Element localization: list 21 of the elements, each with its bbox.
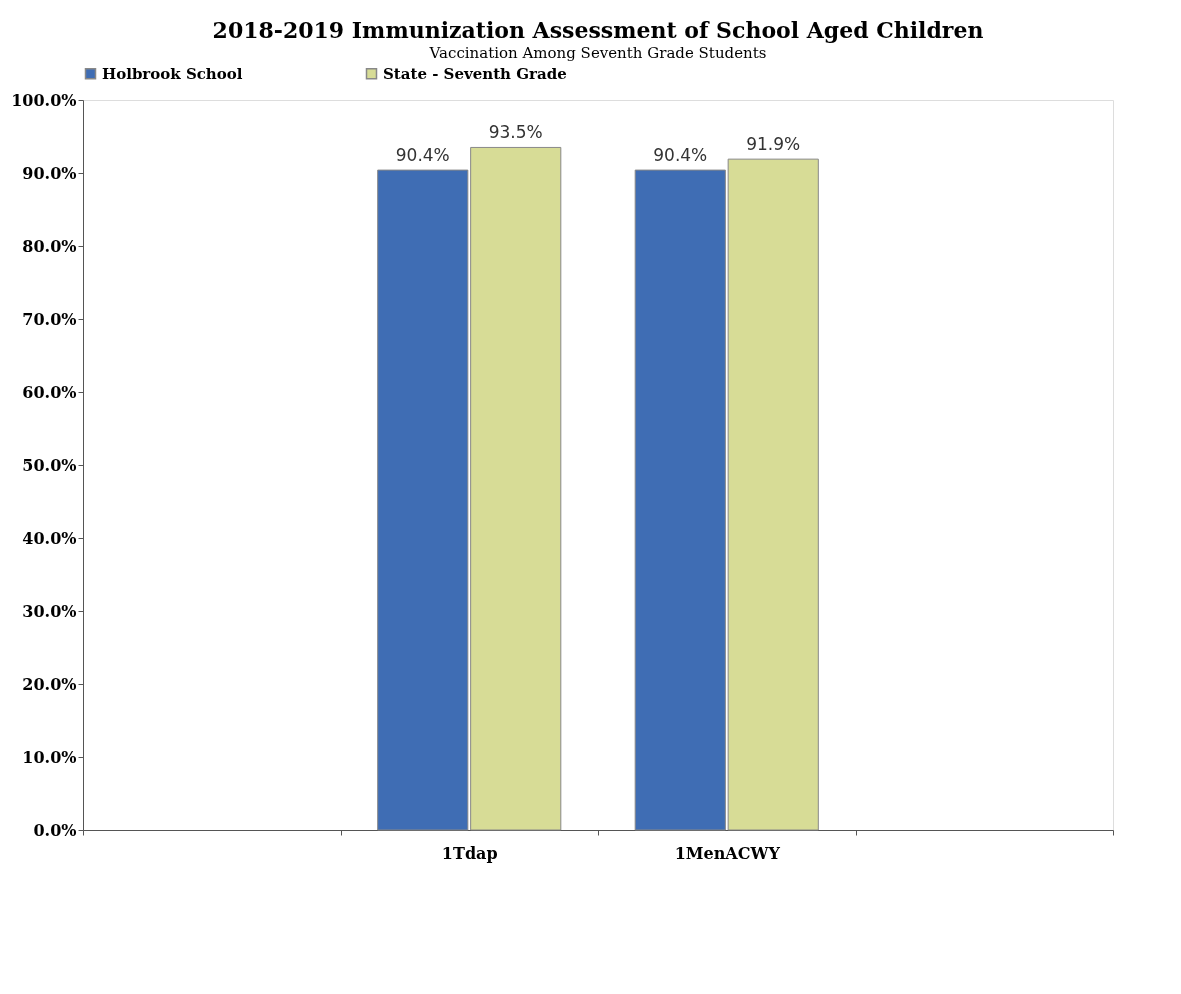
y-tick-label: 90.0% [22, 163, 77, 183]
y-tick-label: 40.0% [22, 528, 77, 548]
y-tick-label: 30.0% [22, 601, 77, 621]
y-tick-label: 100.0% [11, 90, 77, 110]
data-label: 93.5% [488, 122, 543, 143]
data-label: 90.4% [653, 145, 708, 166]
data-label: 90.4% [395, 145, 450, 166]
y-tick-label: 10.0% [22, 747, 77, 767]
y-tick-label: 50.0% [22, 455, 77, 475]
data-label: 91.9% [746, 134, 801, 155]
legend-label: Holbrook School [102, 64, 243, 83]
x-tick-label: 1Tdap [441, 843, 498, 863]
y-tick-label: 0.0% [33, 820, 77, 840]
chart-subtitle: Vaccination Among Seventh Grade Students [428, 44, 767, 62]
y-tick-label: 70.0% [22, 309, 77, 329]
chart-title: 2018-2019 Immunization Assessment of School Aged Children [212, 17, 984, 43]
y-tick-label: 60.0% [22, 382, 77, 402]
legend-label: State - Seventh Grade [383, 64, 567, 83]
y-tick-label: 20.0% [22, 674, 77, 694]
x-tick-label: 1MenACWY [674, 843, 781, 863]
y-tick-label: 80.0% [22, 236, 77, 256]
